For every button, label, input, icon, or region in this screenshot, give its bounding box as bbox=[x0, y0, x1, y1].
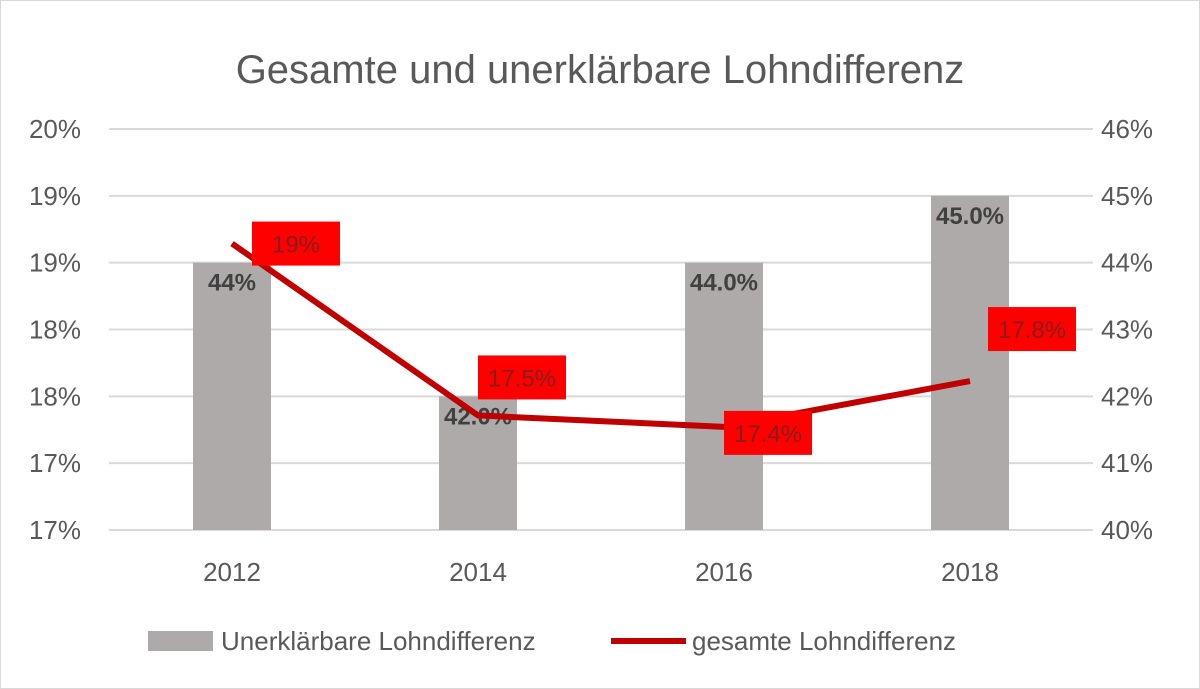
left-tick-label: 18% bbox=[29, 315, 81, 345]
category-axis: 2012 2014 2016 2018 bbox=[203, 557, 999, 587]
left-tick-label: 19% bbox=[29, 181, 81, 211]
chart-title: Gesamte und unerklärbare Lohndifferenz bbox=[236, 48, 965, 92]
right-tick-label: 40% bbox=[1101, 515, 1153, 545]
left-tick-label: 19% bbox=[29, 248, 81, 278]
left-tick-label: 17% bbox=[29, 448, 81, 478]
right-tick-label: 41% bbox=[1101, 448, 1153, 478]
category-label: 2012 bbox=[203, 557, 261, 587]
legend-label-line: gesamte Lohndifferenz bbox=[692, 626, 956, 656]
left-axis: 20% 19% 19% 18% 18% 17% 17% bbox=[29, 114, 81, 545]
left-tick-label: 20% bbox=[29, 114, 81, 144]
bar bbox=[193, 262, 271, 530]
category-label: 2014 bbox=[449, 557, 507, 587]
bar-data-label: 44% bbox=[208, 270, 256, 297]
right-tick-label: 44% bbox=[1101, 248, 1153, 278]
category-label: 2016 bbox=[695, 557, 753, 587]
bar bbox=[931, 195, 1009, 531]
legend-label-bar: Unerklärbare Lohndifferenz bbox=[221, 626, 536, 656]
left-tick-label: 17% bbox=[29, 515, 81, 545]
right-tick-label: 45% bbox=[1101, 181, 1153, 211]
bar-data-label: 45.0% bbox=[936, 203, 1004, 230]
line-label-box bbox=[724, 410, 812, 455]
line-label-box bbox=[478, 355, 566, 400]
bar-series: 44%42.0%44.0%45.0% bbox=[193, 195, 1009, 531]
line-data-label: 17.5% bbox=[488, 365, 556, 392]
line-data-label: 19% bbox=[272, 232, 320, 259]
series-line bbox=[230, 241, 971, 430]
right-axis: 46% 45% 44% 43% 42% 41% 40% bbox=[1101, 114, 1153, 545]
line-data-label: 17.4% bbox=[734, 421, 802, 448]
right-tick-label: 42% bbox=[1101, 381, 1153, 411]
right-tick-label: 43% bbox=[1101, 315, 1153, 345]
left-tick-label: 18% bbox=[29, 381, 81, 411]
legend-swatch-bar bbox=[148, 631, 213, 651]
line-series: 19% 17.5% 17.4% 17.8% bbox=[230, 221, 1076, 455]
line-label-box bbox=[252, 221, 340, 266]
bar bbox=[685, 262, 763, 530]
line-label-box bbox=[988, 307, 1076, 352]
legend: Unerklärbare Lohndifferenz gesamte Lohnd… bbox=[148, 626, 956, 656]
category-label: 2018 bbox=[941, 557, 999, 587]
bar-data-label: 44.0% bbox=[690, 270, 758, 297]
line-data-label: 17.8% bbox=[998, 317, 1066, 344]
right-tick-label: 46% bbox=[1101, 114, 1153, 144]
